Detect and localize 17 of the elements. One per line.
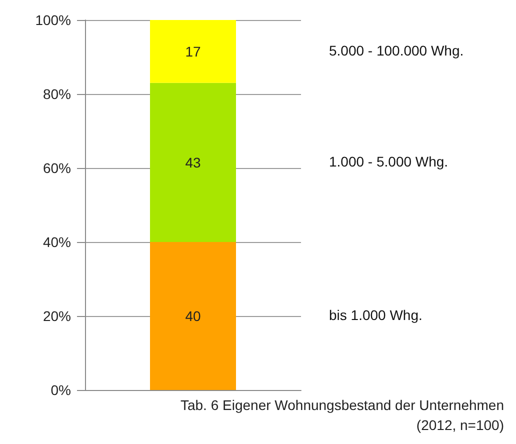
bar — [150, 242, 236, 390]
caption: Tab. 6 Eigener Wohnungsbestand der Unternehmen — [180, 397, 504, 413]
data-label: 43 — [185, 154, 201, 170]
text: 5.000 - 100.000 Whg. — [329, 42, 464, 58]
text: bis 1.000 Whg. — [329, 307, 422, 323]
bar — [150, 82, 236, 242]
text: (2012, n=100) — [416, 417, 504, 433]
y-tick-label: 100% — [35, 12, 71, 28]
bar — [150, 20, 236, 83]
y-tick-label: 80% — [42, 86, 71, 102]
y-tick-label: 40% — [42, 234, 71, 250]
y-tick-label: 20% — [42, 308, 71, 324]
data-label: 40 — [185, 308, 201, 324]
text: 1.000 - 5.000 Whg. — [329, 153, 448, 170]
data-label: 17 — [185, 43, 201, 60]
y-tick-label: 60% — [42, 160, 71, 176]
y-tick-label: 0% — [50, 382, 71, 398]
